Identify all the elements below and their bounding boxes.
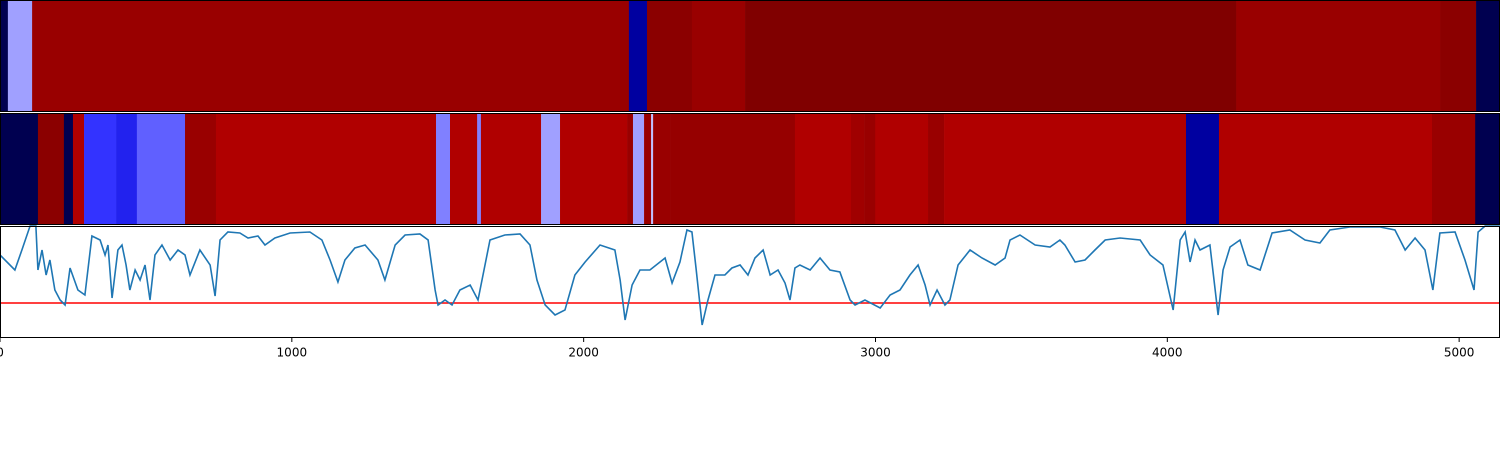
heat-band <box>864 113 876 225</box>
heat-band <box>7 0 33 112</box>
heat-band <box>1432 113 1476 225</box>
x-tick-label: 1000 <box>277 346 308 360</box>
heat-band <box>632 113 645 225</box>
heat-band <box>745 0 1237 112</box>
heat-band <box>0 0 9 112</box>
heat-band <box>37 113 65 225</box>
heat-band <box>928 113 945 225</box>
heat-band <box>651 113 654 225</box>
heat-band <box>653 113 671 225</box>
heat-band <box>1185 113 1220 225</box>
heat-band <box>215 113 437 225</box>
heat-band <box>116 113 138 225</box>
heat-band <box>691 0 746 112</box>
heat-band <box>477 113 482 225</box>
heat-band <box>185 113 217 225</box>
heat-band <box>480 113 542 225</box>
heat-band <box>136 113 186 225</box>
heat-band <box>627 113 634 225</box>
heat-band <box>72 113 85 225</box>
heat-band <box>1236 0 1441 112</box>
heat-band <box>644 113 652 225</box>
heat-band <box>32 0 630 112</box>
heat-band <box>560 113 628 225</box>
x-tick-label: 3000 <box>860 346 891 360</box>
heat-band <box>944 113 1187 225</box>
heat-band <box>628 0 648 112</box>
heat-band <box>1475 113 1500 225</box>
heat-band <box>875 113 929 225</box>
x-tick-label: 2000 <box>568 346 599 360</box>
x-tick-label: 4000 <box>1152 346 1183 360</box>
heat-band <box>435 113 451 225</box>
axes-frame <box>0 226 1500 338</box>
heat-band <box>1440 0 1477 112</box>
line-series <box>0 225 1500 326</box>
heat-band <box>794 113 852 225</box>
heat-band <box>1218 113 1433 225</box>
heat-band <box>670 113 796 225</box>
heat-band <box>0 113 39 225</box>
x-tick-label: 5000 <box>1444 346 1475 360</box>
heat-band <box>850 113 865 225</box>
x-tick-label: 0 <box>0 346 4 360</box>
heat-band <box>541 113 561 225</box>
heat-band <box>1476 0 1500 112</box>
heat-band <box>84 113 117 225</box>
heat-band <box>450 113 478 225</box>
heat-band <box>646 0 693 112</box>
heat-band <box>63 113 74 225</box>
